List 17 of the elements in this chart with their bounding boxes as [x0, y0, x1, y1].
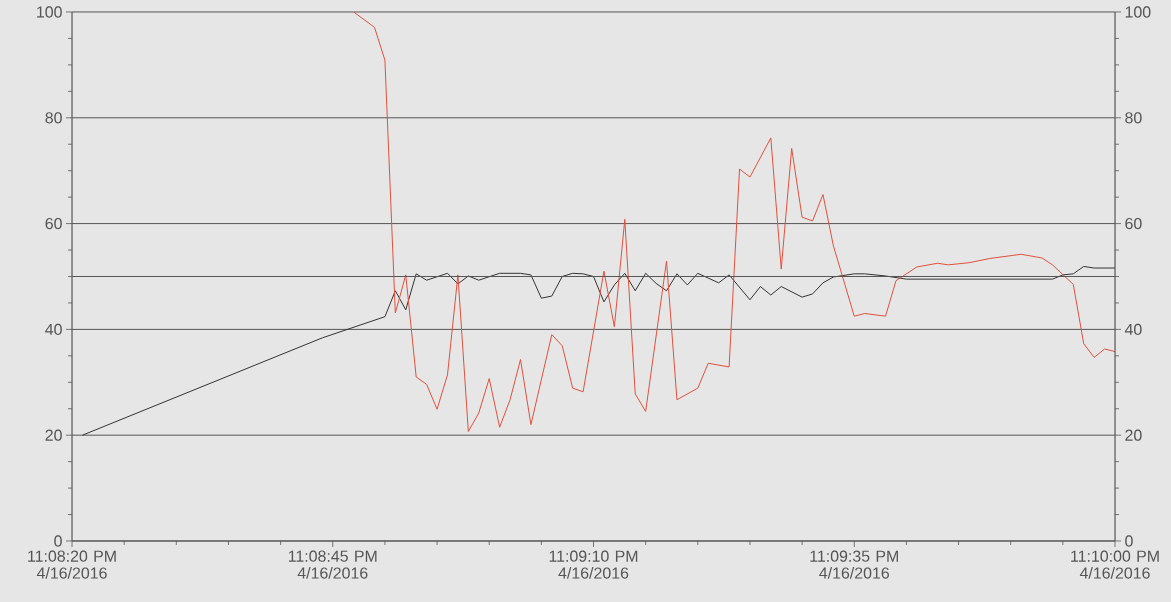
y2-tick-label: 60: [1125, 217, 1142, 230]
y2-tick-label: 100: [1125, 6, 1151, 18]
y-tick-label: 100: [37, 6, 62, 18]
y2-tick-label: 20: [1125, 429, 1142, 441]
y-tick-label: 60: [45, 217, 62, 230]
y2-tick-label: 40: [1124, 323, 1142, 336]
y2-tick-label: 0: [1125, 535, 1133, 547]
y2-tick-label: 80: [1125, 112, 1142, 124]
y-tick-label: 20: [45, 429, 62, 441]
y-tick-label: 0: [54, 535, 62, 547]
x-tick-label: 11:08:20 PM 4/16/2016: [28, 550, 116, 579]
x-tick-label: 11:09:10 PM 4/16/2016: [549, 550, 638, 579]
x-tick-label: 11:09:35 PM 4/16/2016: [810, 550, 898, 579]
x-tick-label: 11:08:45 PM 4/16/2016: [288, 550, 377, 579]
y-tick-label: 80: [45, 112, 62, 124]
x-tick-label: 11:10:00 PM 4/16/2016: [1071, 550, 1159, 579]
y-tick-label: 40: [45, 323, 62, 336]
